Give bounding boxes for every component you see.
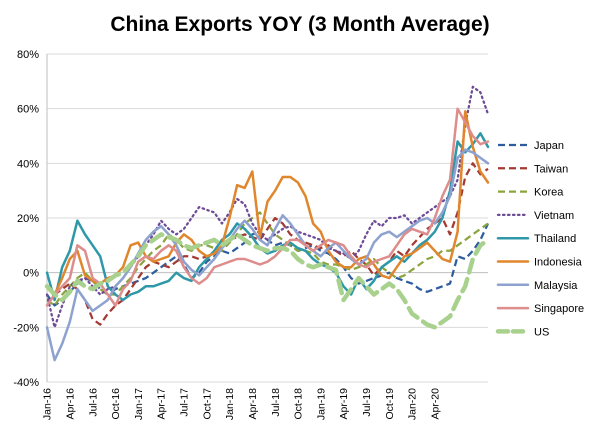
x-tick-label: Apr-19 <box>338 388 350 420</box>
legend-label-vietnam: Vietnam <box>534 210 574 222</box>
x-tick-label: Jan-20 <box>407 388 419 420</box>
y-axis-ticks: -40% -20% 0% 20% 40% 60% 80% <box>13 49 39 389</box>
legend-label-taiwan: Taiwan <box>534 163 568 175</box>
x-tick-label: Jul-18 <box>270 388 282 417</box>
x-tick-label: Jul-17 <box>179 388 191 417</box>
y-tick-label: 0% <box>23 268 39 280</box>
x-tick-label: Apr-18 <box>247 388 259 420</box>
x-tick-label: Oct-18 <box>293 388 305 420</box>
x-tick-label: Jul-16 <box>87 388 99 417</box>
x-tick-label: Apr-17 <box>156 388 168 420</box>
series-line-taiwan <box>46 162 489 326</box>
x-tick-label: Jan-17 <box>133 388 145 420</box>
x-tick-label: Apr-16 <box>64 388 76 420</box>
legend-label-us: US <box>534 326 549 338</box>
x-tick-label: Oct-17 <box>201 388 213 420</box>
y-tick-label: -20% <box>13 322 39 334</box>
legend: Japan Taiwan Korea Vietnam Thailand Indonesia… <box>495 140 584 338</box>
series-line-singapore <box>45 107 490 307</box>
x-tick-label: Jan-19 <box>315 388 327 420</box>
y-tick-label: 80% <box>17 49 39 61</box>
series-line-indonesia <box>45 110 490 296</box>
series-line-us <box>44 232 491 330</box>
x-tick-label: Jan-18 <box>224 388 236 420</box>
legend-label-thailand: Thailand <box>534 233 576 245</box>
legend-label-singapore: Singapore <box>534 303 584 315</box>
y-tick-label: 20% <box>17 213 39 225</box>
x-tick-label: Jan-16 <box>42 388 54 420</box>
legend-label-japan: Japan <box>534 140 564 152</box>
legend-label-korea: Korea <box>534 187 564 199</box>
legend-label-malaysia: Malaysia <box>534 280 578 292</box>
series-lines <box>44 85 491 362</box>
y-tick-label: -40% <box>13 377 39 389</box>
grid-lines <box>47 53 488 383</box>
y-tick-label: 40% <box>17 158 39 170</box>
chart-title: China Exports YOY (3 Month Average) <box>110 13 489 36</box>
x-tick-label: Oct-19 <box>384 388 396 420</box>
x-tick-label: Jul-19 <box>361 388 373 417</box>
x-tick-label: Apr-20 <box>429 388 441 420</box>
series-line-korea <box>46 211 489 307</box>
x-tick-label: Oct-16 <box>110 388 122 420</box>
x-axis-ticks: Jan-16 Apr-16 Jul-16 Oct-16 Jan-17 Apr-17 Jul-… <box>42 388 442 420</box>
legend-label-indonesia: Indonesia <box>534 257 583 269</box>
series-line-malaysia <box>45 148 490 362</box>
y-tick-label: 60% <box>17 104 39 116</box>
